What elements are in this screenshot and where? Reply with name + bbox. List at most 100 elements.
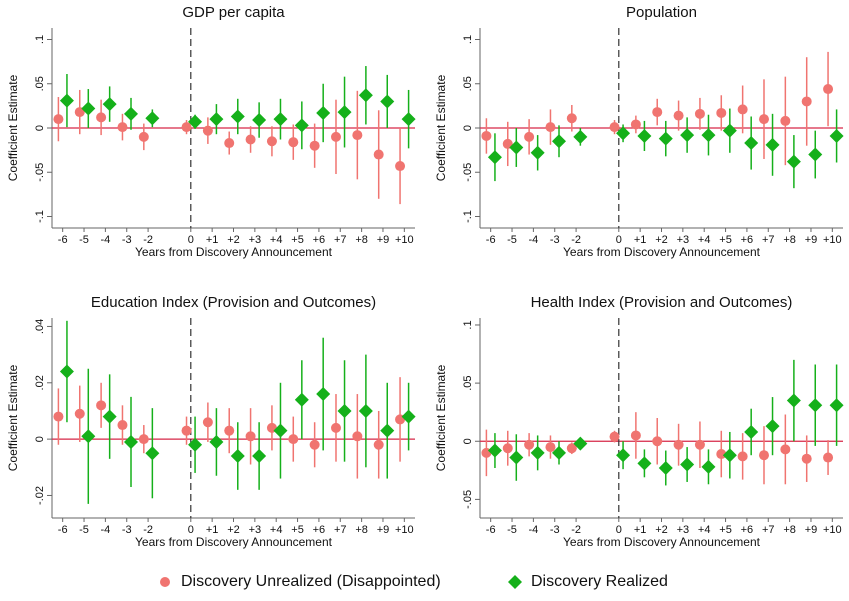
diamond-marker (744, 136, 759, 151)
x-tick-label: -2 (571, 524, 581, 536)
y-tick-label: -.05 (462, 490, 474, 509)
x-tick-label: -3 (122, 524, 132, 536)
circle-marker (801, 453, 812, 464)
x-tick-label: +10 (395, 234, 414, 246)
diamond-marker (358, 403, 373, 418)
circle-marker (780, 115, 791, 126)
x-tick-label: +5 (719, 234, 732, 246)
x-tick-label: -4 (528, 524, 538, 536)
diamond-marker (81, 101, 96, 116)
circle-marker (117, 420, 128, 431)
diamond-marker (294, 392, 309, 407)
circle-marker (801, 96, 812, 107)
y-tick-label: .05 (462, 76, 474, 91)
x-tick-label: +6 (313, 234, 326, 246)
diamond-marker (401, 112, 416, 127)
diamond-marker (829, 398, 844, 413)
x-tick-label: +7 (334, 234, 347, 246)
y-axis-label: Coefficient Estimate (6, 74, 20, 181)
circle-marker (74, 107, 85, 118)
diamond-marker (829, 128, 844, 143)
diamond-marker (316, 387, 331, 402)
circle-marker (352, 431, 363, 442)
x-tick-label: -2 (571, 234, 581, 246)
diamond-marker (230, 449, 245, 464)
diamond-marker (765, 419, 780, 434)
diamond-marker (808, 398, 823, 413)
diamond-marker (316, 105, 331, 120)
x-tick-label: +6 (741, 234, 754, 246)
x-tick-label: 0 (188, 524, 194, 536)
diamond-marker (59, 93, 74, 108)
x-tick-label: +7 (762, 234, 775, 246)
circle-marker (780, 444, 791, 455)
diamond-marker (658, 131, 673, 146)
y-tick-label: 0 (462, 438, 474, 444)
x-axis-label: Years from Discovery Announcement (135, 245, 333, 259)
diamond-marker (616, 126, 631, 141)
x-tick-label: -5 (507, 234, 517, 246)
x-tick-label: +7 (762, 524, 775, 536)
x-tick-label: -6 (58, 524, 68, 536)
diamond-marker (701, 459, 716, 474)
diamond-marker (188, 114, 203, 129)
circle-marker (566, 113, 577, 124)
x-tick-label: -4 (528, 234, 538, 246)
diamond-marker (294, 118, 309, 133)
diamond-marker (722, 123, 737, 138)
circle-marker (481, 130, 492, 141)
panel-title: Population (626, 4, 697, 21)
circle-marker (117, 122, 128, 133)
circle-marker (609, 122, 620, 133)
circle-marker (96, 112, 107, 123)
legend-marker (508, 575, 522, 589)
x-tick-label: -6 (58, 234, 68, 246)
diamond-marker (509, 450, 524, 465)
legend-marker (160, 577, 170, 587)
diamond-marker (145, 446, 160, 461)
x-axis-label: Years from Discovery Announcement (135, 535, 333, 549)
x-tick-label: +4 (270, 234, 283, 246)
circle-marker (524, 131, 535, 142)
x-tick-label: -2 (143, 524, 153, 536)
circle-marker (96, 400, 107, 411)
diamond-marker (337, 105, 352, 120)
x-tick-label: -3 (122, 234, 132, 246)
y-tick-label: .05 (462, 375, 474, 390)
circle-marker (138, 131, 149, 142)
y-tick-label: 0 (34, 125, 46, 131)
diamond-marker (786, 154, 801, 169)
x-tick-label: +6 (313, 524, 326, 536)
circle-marker (330, 131, 341, 142)
diamond-marker (188, 437, 203, 452)
x-tick-label: +4 (698, 234, 711, 246)
y-tick-label: .1 (34, 35, 46, 44)
diamond-marker (658, 461, 673, 475)
circle-marker (545, 442, 556, 453)
diamond-marker (252, 449, 267, 464)
panel-title: GDP per capita (182, 4, 285, 21)
circle-marker (224, 425, 235, 436)
diamond-marker (209, 112, 224, 127)
x-tick-label: +1 (206, 524, 219, 536)
x-tick-label: -6 (486, 234, 496, 246)
circle-marker (630, 430, 641, 441)
diamond-marker (273, 423, 288, 438)
x-tick-label: +9 (377, 234, 390, 246)
circle-marker (74, 408, 85, 419)
circle-marker (545, 122, 556, 133)
diamond-marker (530, 445, 545, 460)
circle-marker (652, 436, 663, 447)
circle-marker (202, 417, 213, 428)
circle-marker (823, 452, 834, 463)
x-tick-label: +3 (677, 524, 690, 536)
x-tick-label: -3 (550, 524, 560, 536)
y-tick-label: -.02 (34, 486, 46, 505)
diamond-marker (552, 134, 567, 149)
x-tick-label: 0 (188, 234, 194, 246)
circle-marker (758, 114, 769, 125)
diamond-marker (230, 109, 245, 124)
panel-title: Education Index (Provision and Outcomes) (91, 294, 376, 311)
x-tick-label: 0 (616, 234, 622, 246)
y-tick-label: 0 (462, 125, 474, 131)
